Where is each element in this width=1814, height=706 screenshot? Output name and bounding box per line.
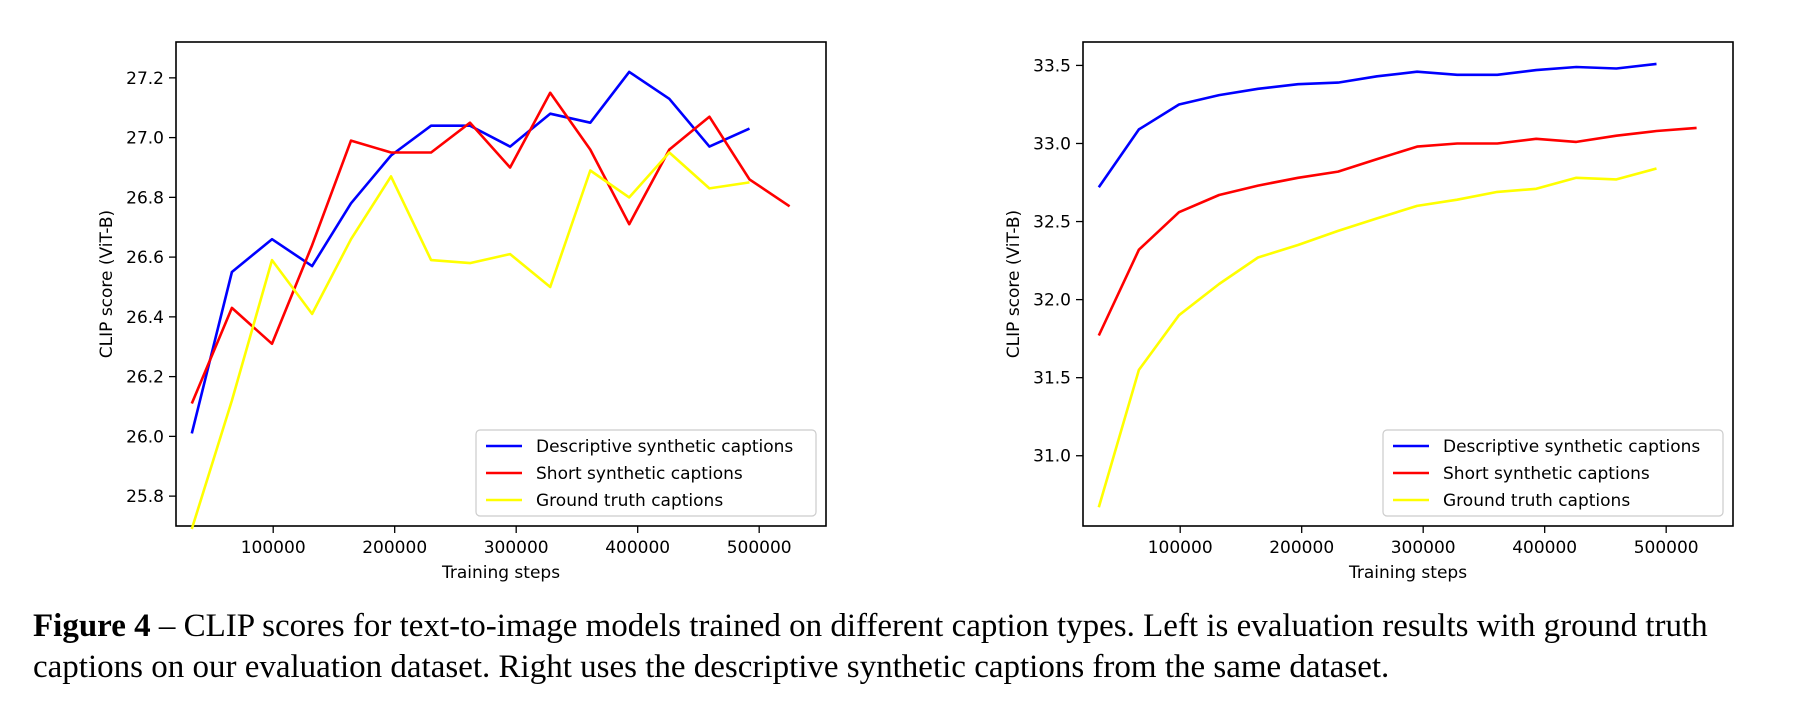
chart2-y-tick-label: 33.0 [1033,134,1071,154]
chart1-series-line-2 [190,91,791,405]
chart1-y-tick-label: 27.0 [126,129,164,149]
right-chart: 100000 200000 300000 400000 500000 31.0 31.5 32… [1004,41,1734,583]
chart1-legend-label-1: Descriptive synthetic captions [536,437,793,457]
chart1-series-line-1 [190,70,751,434]
figure-caption-label: Figure 4 [33,608,151,644]
chart2-x-tick-label: 500000 [1634,538,1699,558]
chart1-y-tick-label: 26.8 [126,188,164,208]
chart2-x-tick-label: 300000 [1391,538,1456,558]
chart2-series-line-3 [1097,167,1657,508]
chart1-y-tick-label: 26.6 [126,248,164,268]
chart1-axes-frame [175,41,827,527]
chart2-series-line-1 [1097,62,1657,188]
chart2-y-axis-label: CLIP score (ViT-B) [1004,210,1024,358]
chart2-y-tick-label: 31.5 [1033,369,1071,389]
chart1-y-tick-label: 26.4 [126,308,164,328]
left-chart: 100000 200000 300000 400000 500000 25.8 26.0 26… [97,41,827,583]
chart2-y-tick-label: 32.0 [1033,291,1071,311]
chart2-y-tick-label: 33.5 [1033,56,1071,76]
chart1-x-tick-label: 400000 [605,538,670,558]
chart1-legend-label-2: Short synthetic captions [536,464,743,484]
figure-caption-text: – CLIP scores for text-to-image models t… [33,608,1708,685]
chart1-series-line-3 [190,151,750,530]
chart2-axes-frame [1082,41,1734,527]
chart2-y-tick-label: 32.5 [1033,213,1071,233]
chart1-y-tick-label: 25.8 [126,487,164,507]
chart1-y-tick-label: 26.2 [126,368,164,388]
figure-caption: Figure 4 – CLIP scores for text-to-image… [33,606,1803,688]
chart1-legend-label-3: Ground truth captions [536,491,723,511]
chart1-legend-box [475,429,817,517]
chart1-y-tick-label: 27.2 [126,69,164,89]
chart2-x-tick-label: 100000 [1148,538,1213,558]
chart2-legend-label-2: Short synthetic captions [1443,464,1650,484]
chart1-x-tick-label: 500000 [727,538,792,558]
chart2-legend-label-3: Ground truth captions [1443,491,1630,511]
chart1-x-tick-label: 100000 [241,538,306,558]
chart2-legend-box [1382,429,1724,517]
chart1-y-tick-label: 26.0 [126,427,164,447]
chart2-legend-label-1: Descriptive synthetic captions [1443,437,1700,457]
chart1-x-tick-label: 300000 [484,538,549,558]
chart1-x-tick-label: 200000 [362,538,427,558]
chart1-x-axis-label: Training steps [441,563,560,583]
chart1-y-axis-label: CLIP score (ViT-B) [97,210,117,358]
chart2-x-tick-label: 400000 [1512,538,1577,558]
chart2-y-tick-label: 31.0 [1033,447,1071,467]
chart2-x-tick-label: 200000 [1269,538,1334,558]
chart2-series-line-2 [1097,126,1697,337]
chart2-x-axis-label: Training steps [1348,563,1467,583]
